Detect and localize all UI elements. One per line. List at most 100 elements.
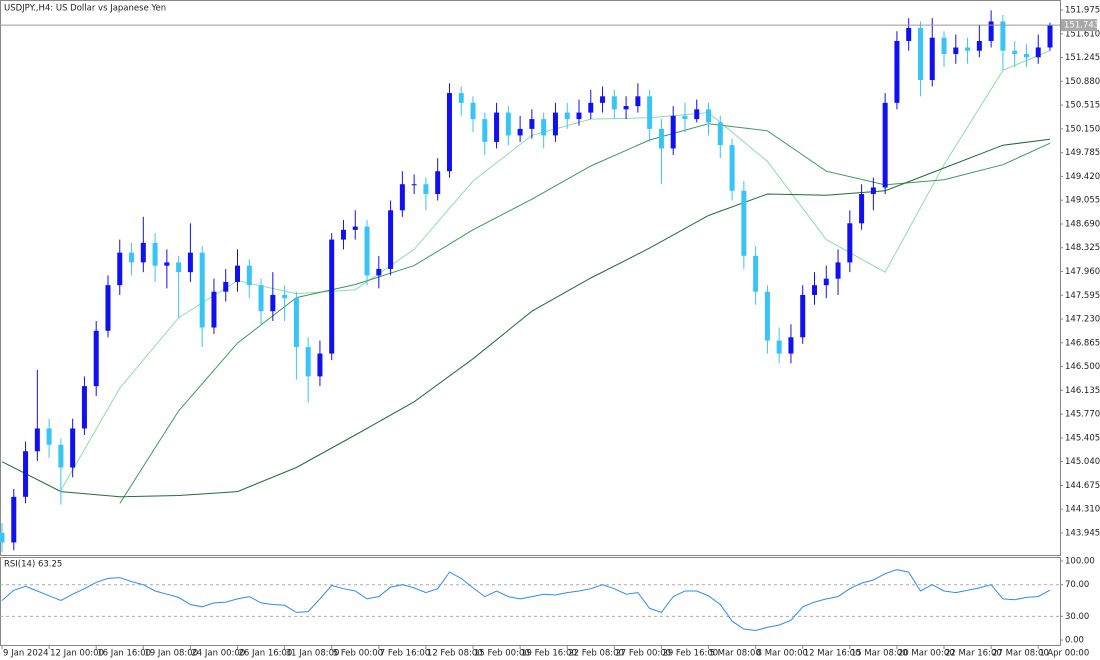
candle-body (129, 252, 135, 263)
candle-body (187, 252, 193, 273)
candle-body (340, 229, 346, 240)
candle-body (164, 262, 170, 266)
x-tick-label: 31 Jan 08:00 (286, 649, 340, 659)
candle-body (623, 106, 629, 110)
candle-body (682, 115, 688, 120)
candle-body (564, 112, 570, 120)
y-tick-label: 70.00 (1065, 580, 1089, 590)
chart-title: USDJPY.,H4: US Dollar vs Japanese Yen (4, 4, 166, 14)
candle-body (811, 285, 817, 295)
y-tick-label: 145.040 (1065, 457, 1100, 467)
x-tick-label: 5 Feb 00:00 (333, 649, 383, 659)
moving-average (1, 138, 1051, 498)
candle-body (741, 190, 747, 256)
candle-body (835, 262, 841, 279)
candle-body (965, 47, 971, 51)
candle-body (364, 226, 370, 276)
candle-body (376, 268, 382, 276)
y-tick-label: 100.00 (1065, 557, 1095, 567)
y-tick-label: 151.610 (1065, 29, 1100, 39)
rsi-frame (0, 557, 1061, 646)
candle-body (717, 122, 723, 146)
y-tick-label: 149.785 (1065, 148, 1100, 158)
y-tick-label: 0.00 (1065, 636, 1084, 646)
y-tick-label: 144.675 (1065, 481, 1100, 491)
candle-body (988, 21, 994, 41)
candle-body (23, 451, 29, 497)
candle-body (270, 294, 276, 312)
y-tick-label: 147.960 (1065, 267, 1100, 277)
rsi-line (1, 569, 1051, 632)
x-tick-label: 7 Feb 16:00 (380, 649, 430, 659)
candle-body (293, 298, 299, 348)
y-tick-label: 146.135 (1065, 386, 1100, 396)
candle-body (223, 281, 229, 292)
candle-body (482, 119, 488, 142)
candle-body (929, 37, 935, 81)
candle-body (58, 444, 64, 468)
candle-body (1035, 47, 1041, 58)
y-tick-label: 145.405 (1065, 433, 1100, 443)
candle-body (859, 194, 865, 224)
candle-body (470, 102, 476, 120)
candle-body (1012, 50, 1018, 54)
y-tick-label: 143.945 (1065, 528, 1100, 538)
candle-body (729, 145, 735, 191)
candle-body (764, 291, 770, 341)
x-tick-label: 12 Mar 16:00 (804, 649, 861, 659)
candle-body (706, 109, 712, 123)
candle-body (776, 340, 782, 354)
y-tick-label: 144.310 (1065, 505, 1100, 515)
candle-body (753, 255, 759, 292)
current-price-box (1061, 19, 1097, 32)
x-tick-label: 24 Jan 00:00 (191, 649, 245, 659)
x-tick-label: 19 Jan 08:00 (144, 649, 198, 659)
y-tick-label: 145.770 (1065, 410, 1100, 420)
y-tick-label: 150.880 (1065, 77, 1100, 87)
candle-body (199, 252, 205, 328)
y-tick-label: 147.595 (1065, 291, 1100, 301)
rsi-title: RSI(14) 63.25 (4, 560, 62, 570)
candle-body (517, 128, 523, 136)
candle-body (81, 386, 87, 429)
candle-body (494, 112, 500, 142)
y-tick-label: 151.975 (1065, 6, 1100, 16)
main-frame (0, 0, 1061, 556)
candle-body (588, 102, 594, 113)
candle-body (788, 337, 794, 354)
y-tick-label: 30.00 (1065, 612, 1089, 622)
candle-body (211, 291, 217, 328)
x-tick-label: 22 Feb 08:00 (568, 649, 624, 659)
y-tick-label: 151.245 (1065, 53, 1100, 63)
candle-body (176, 262, 182, 273)
x-tick-label: 19 Feb 16:00 (521, 649, 577, 659)
candle-body (976, 40, 982, 51)
candle-body (800, 294, 806, 338)
y-tick-label: 147.230 (1065, 315, 1100, 325)
x-tick-label: 29 Feb 16:00 (662, 649, 718, 659)
candle-body (576, 112, 582, 120)
candle-body (329, 239, 335, 354)
x-tick-label: 9 Jan 2024 (3, 649, 49, 659)
candle-body (140, 242, 146, 263)
candle-body (246, 265, 252, 286)
candle-body (46, 428, 52, 445)
candle-body (388, 210, 394, 269)
x-tick-label: 27 Mar 08:00 (992, 649, 1049, 659)
candle-body (1000, 21, 1006, 51)
candle-body (917, 27, 923, 81)
candle-body (352, 226, 358, 230)
candle-body (953, 47, 959, 54)
x-tick-label: 16 Jan 16:00 (97, 649, 151, 659)
y-tick-label: 146.500 (1065, 362, 1100, 372)
y-tick-label: 146.865 (1065, 338, 1100, 348)
candle-body (152, 242, 158, 266)
candle-body (882, 102, 888, 188)
x-tick-label: 27 Feb 00:00 (615, 649, 671, 659)
candle-body (458, 93, 464, 103)
x-tick-label: 5 Mar 08:00 (710, 649, 761, 659)
candle-body (611, 96, 617, 110)
candle-body (0, 532, 5, 543)
